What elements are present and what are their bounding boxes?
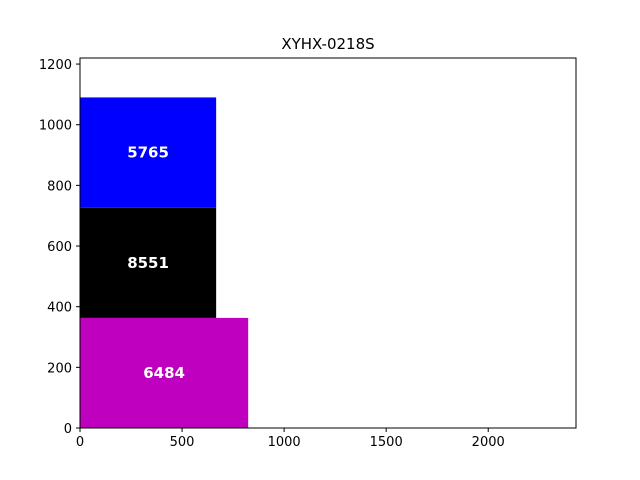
y-tick-label-0: 0 (64, 422, 72, 437)
y-tick-label-200: 200 (47, 361, 72, 376)
x-tick-label-1500: 1500 (370, 435, 403, 450)
bar-label-5765: 5765 (127, 144, 169, 162)
chart-title: XYHX-0218S (281, 35, 374, 53)
x-axis: 0 500 1000 1500 2000 (76, 428, 505, 450)
bar-8551 (80, 207, 217, 318)
x-tick-label-500: 500 (170, 435, 195, 450)
bar-label-8551: 8551 (127, 254, 169, 272)
y-tick-label-1200: 1200 (39, 58, 72, 73)
y-tick-label-400: 400 (47, 301, 72, 316)
x-tick-label-0: 0 (76, 435, 84, 450)
bar-6484 (80, 317, 249, 428)
y-tick-label-600: 600 (47, 240, 72, 255)
bar-5765 (80, 97, 217, 208)
x-tick-label-2000: 2000 (472, 435, 505, 450)
y-tick-label-800: 800 (47, 179, 72, 194)
x-tick-label-1000: 1000 (268, 435, 301, 450)
bar-labels-group: 6484 8551 5765 (127, 144, 185, 382)
bar-label-6484: 6484 (143, 364, 185, 382)
bars-group (80, 97, 249, 428)
y-axis: 0 200 400 600 800 1000 1200 (39, 58, 80, 437)
plot-frame (79, 57, 577, 429)
y-tick-label-1000: 1000 (39, 119, 72, 134)
